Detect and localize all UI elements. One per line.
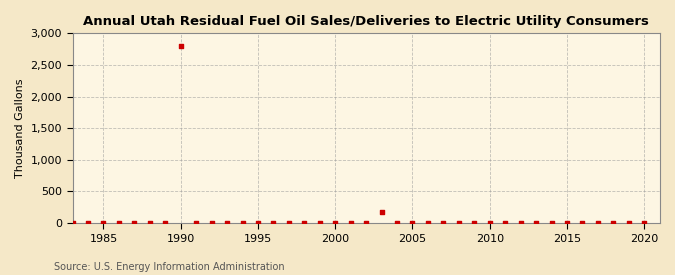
Point bbox=[346, 221, 356, 225]
Y-axis label: Thousand Gallons: Thousand Gallons bbox=[15, 78, 25, 178]
Point bbox=[500, 221, 510, 225]
Point bbox=[330, 221, 341, 225]
Point bbox=[623, 221, 634, 225]
Point bbox=[484, 221, 495, 225]
Title: Annual Utah Residual Fuel Oil Sales/Deliveries to Electric Utility Consumers: Annual Utah Residual Fuel Oil Sales/Deli… bbox=[83, 15, 649, 28]
Point bbox=[438, 221, 449, 225]
Point bbox=[268, 221, 279, 225]
Point bbox=[113, 221, 124, 225]
Point bbox=[299, 221, 310, 225]
Point bbox=[515, 221, 526, 225]
Point bbox=[221, 221, 232, 225]
Point bbox=[237, 221, 248, 225]
Point bbox=[562, 221, 572, 225]
Point bbox=[593, 221, 603, 225]
Point bbox=[407, 221, 418, 225]
Point bbox=[531, 221, 541, 225]
Point bbox=[608, 221, 619, 225]
Point bbox=[454, 221, 464, 225]
Point bbox=[284, 221, 294, 225]
Point bbox=[68, 221, 78, 225]
Point bbox=[191, 221, 202, 225]
Point bbox=[376, 210, 387, 214]
Point bbox=[315, 221, 325, 225]
Point bbox=[469, 221, 480, 225]
Point bbox=[82, 221, 93, 225]
Point bbox=[129, 221, 140, 225]
Point bbox=[207, 221, 217, 225]
Point bbox=[577, 221, 588, 225]
Text: Source: U.S. Energy Information Administration: Source: U.S. Energy Information Administ… bbox=[54, 262, 285, 272]
Point bbox=[144, 221, 155, 225]
Point bbox=[160, 221, 171, 225]
Point bbox=[176, 44, 186, 48]
Point bbox=[360, 221, 371, 225]
Point bbox=[423, 221, 433, 225]
Point bbox=[252, 221, 263, 225]
Point bbox=[392, 221, 402, 225]
Point bbox=[546, 221, 557, 225]
Point bbox=[639, 221, 649, 225]
Point bbox=[98, 221, 109, 225]
